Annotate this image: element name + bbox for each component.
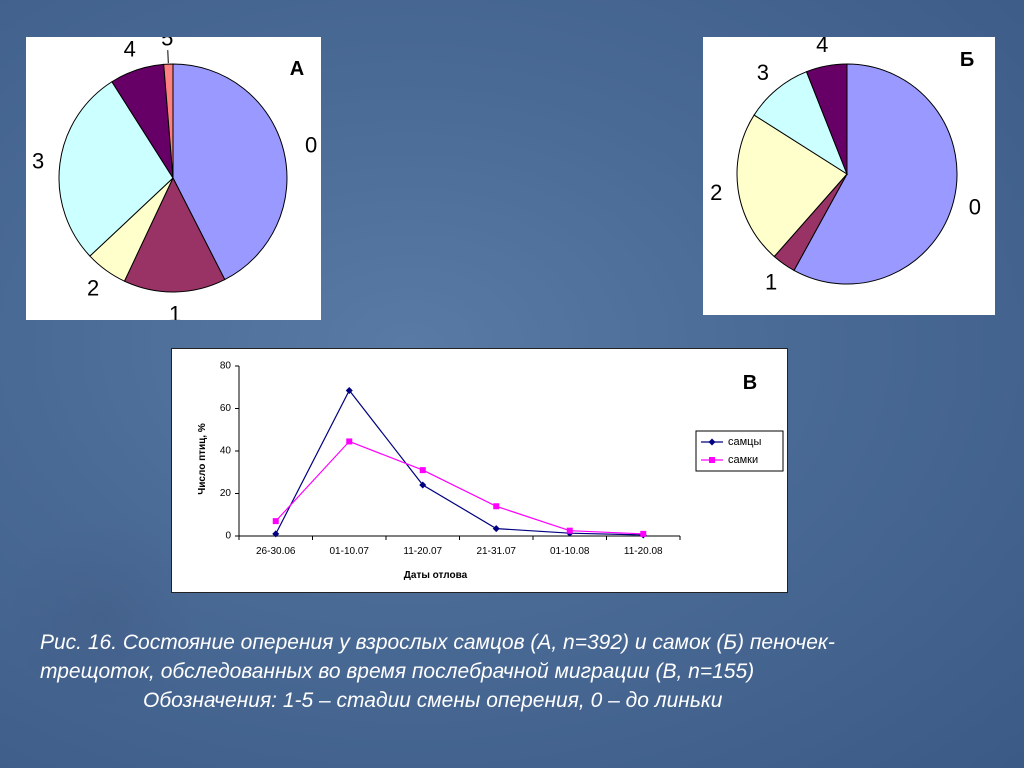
line-chart-c: 0 20 40 60 80 26-30.06 01-10.07 11-20.07 21-31.0… bbox=[171, 348, 788, 593]
series-0-point bbox=[492, 525, 500, 533]
pie-label-5: 5 bbox=[161, 37, 173, 51]
x-tick-label: 01-10.07 bbox=[330, 546, 370, 557]
pie-label-2: 2 bbox=[710, 180, 722, 205]
pie-label-3: 3 bbox=[32, 149, 44, 174]
pie-slice-5 bbox=[163, 63, 174, 179]
x-tick-label: 26-30.06 bbox=[256, 546, 296, 557]
x-tick-label: 01-10.08 bbox=[550, 546, 590, 557]
pie-chart-b: 0 1 2 3 4 Б bbox=[703, 37, 995, 315]
series-1-point bbox=[346, 438, 353, 445]
series-line-0 bbox=[275, 389, 644, 536]
pie-slice-0 bbox=[172, 63, 288, 281]
figure-caption: Рис. 16. Состояние оперения у взрослых с… bbox=[40, 628, 1015, 715]
series-1-point bbox=[640, 530, 647, 537]
pie-slice-3 bbox=[58, 81, 174, 257]
legend-label-1: самки bbox=[728, 454, 758, 466]
pie-label-4: 4 bbox=[124, 37, 136, 62]
y-tick-label: 80 bbox=[220, 361, 232, 372]
series-1-point bbox=[493, 503, 500, 510]
pie-label-0: 0 bbox=[969, 194, 981, 219]
pie-label-1: 1 bbox=[169, 302, 181, 321]
x-tick-label: 11-20.08 bbox=[624, 546, 663, 557]
series-0-point bbox=[272, 530, 280, 538]
series-1-point bbox=[419, 467, 426, 474]
caption-line-1: Рис. 16. Состояние оперения у взрослых с… bbox=[40, 631, 835, 654]
pie-chart-a: 0 1 2 3 4 5 А bbox=[26, 37, 321, 320]
series-1-point bbox=[272, 518, 279, 525]
y-tick-label: 40 bbox=[220, 446, 232, 457]
pie-slice-4 bbox=[805, 63, 848, 175]
caption-line-2: трещоток, обследованных во время послебр… bbox=[40, 660, 755, 683]
pie-slice-0 bbox=[793, 63, 958, 285]
series-1-point bbox=[566, 527, 573, 534]
x-tick-label: 21-31.07 bbox=[477, 546, 517, 557]
line-chart-title: В bbox=[743, 372, 757, 394]
y-tick-label: 60 bbox=[220, 403, 232, 414]
pie-chart-b-svg: 0 1 2 3 4 Б bbox=[710, 37, 981, 295]
pie-slice-1 bbox=[123, 176, 226, 293]
legend-label-0: самцы bbox=[728, 436, 761, 448]
pie-title: Б bbox=[960, 49, 974, 71]
legend-marker-0 bbox=[708, 438, 716, 446]
pie-label-0: 0 bbox=[305, 132, 317, 157]
series-0-point bbox=[345, 386, 353, 394]
pie-slice-2 bbox=[736, 114, 848, 258]
series-0-point bbox=[419, 481, 427, 489]
legend-marker-1 bbox=[709, 457, 715, 463]
pie-label-2: 2 bbox=[87, 276, 99, 301]
y-tick-label: 0 bbox=[225, 531, 231, 542]
line-chart-c-svg: 0 20 40 60 80 26-30.06 01-10.07 11-20.07 21-31.0… bbox=[197, 361, 784, 581]
pie-label-1: 1 bbox=[765, 270, 777, 295]
x-tick-label: 11-20.07 bbox=[403, 546, 442, 557]
pie-label-3: 3 bbox=[757, 60, 769, 85]
series-line-1 bbox=[275, 440, 644, 535]
y-tick-label: 20 bbox=[220, 488, 232, 499]
caption-line-3: Обозначения: 1-5 – стадии смены оперения… bbox=[143, 689, 723, 712]
pie-chart-a-svg: 0 1 2 3 4 5 А bbox=[32, 37, 317, 321]
x-axis-title: Даты отлова bbox=[404, 570, 468, 581]
y-axis-title: Число птиц, % bbox=[197, 423, 208, 495]
legend-box bbox=[695, 430, 784, 472]
pie-leader-5 bbox=[167, 50, 169, 64]
pie-title: А bbox=[290, 58, 304, 80]
pie-label-4: 4 bbox=[816, 37, 828, 57]
